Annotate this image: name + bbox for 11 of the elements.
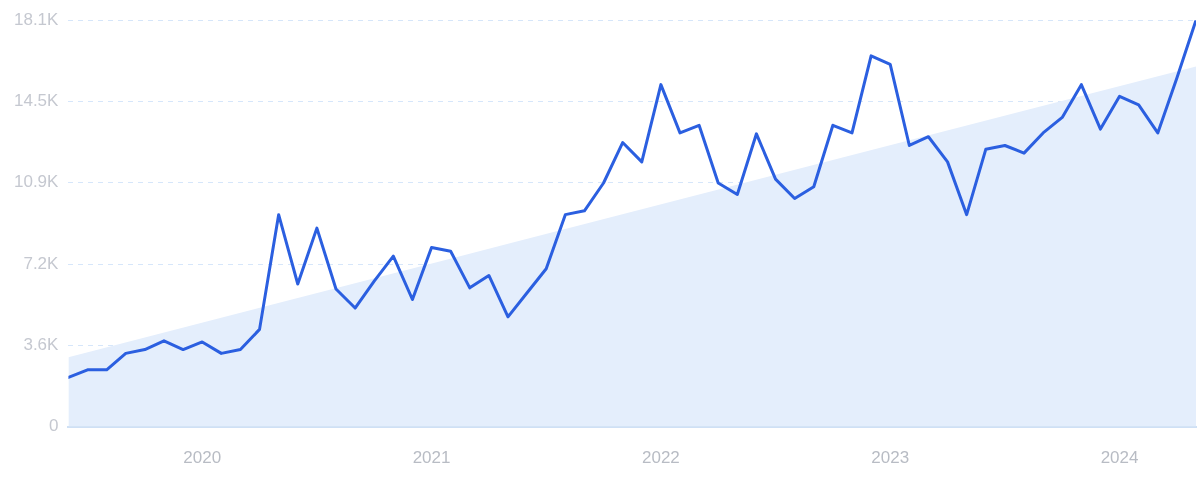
x-tick-label: 2020	[183, 448, 222, 468]
y-tick-label: 0	[48, 416, 59, 436]
x-tick-label: 2021	[412, 448, 451, 468]
y-tick-label: 14.5K	[13, 91, 60, 111]
y-tick-label: 10.9K	[13, 172, 60, 192]
x-tick-label: 2022	[641, 448, 680, 468]
y-tick-label: 18.1K	[13, 9, 60, 29]
x-tick-label: 2024	[1100, 448, 1139, 468]
x-tick-label: 2023	[871, 448, 910, 468]
y-tick-label: 3.6K	[23, 335, 60, 355]
y-tick-label: 7.2K	[23, 253, 60, 273]
